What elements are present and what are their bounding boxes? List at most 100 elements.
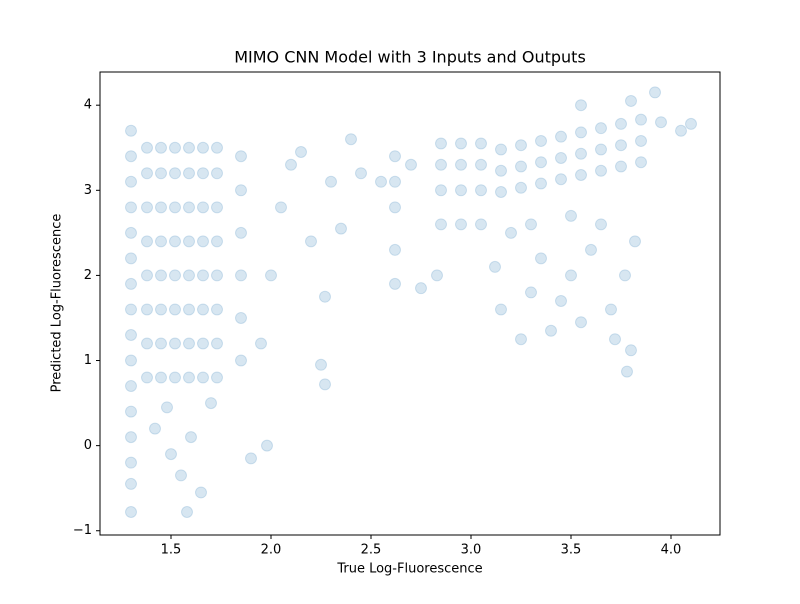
point: [155, 337, 167, 350]
point: [261, 439, 273, 452]
point: [141, 371, 153, 384]
point: [515, 333, 527, 346]
point: [605, 303, 617, 316]
y-tick-label: 4: [84, 98, 92, 113]
point: [625, 344, 637, 357]
point: [525, 218, 537, 231]
x-tick-label: 2.5: [361, 543, 382, 558]
point: [125, 150, 137, 163]
point: [565, 269, 577, 282]
point: [125, 354, 137, 367]
point: [389, 243, 401, 256]
point: [169, 269, 181, 282]
point: [495, 186, 507, 199]
point: [125, 303, 137, 316]
x-tick-label: 4.0: [661, 543, 682, 558]
point: [125, 380, 137, 393]
point: [315, 358, 327, 371]
point: [235, 150, 247, 163]
point: [575, 168, 587, 181]
point: [155, 201, 167, 214]
point: [197, 141, 209, 154]
point: [195, 486, 207, 499]
point: [555, 173, 567, 186]
point: [197, 201, 209, 214]
point: [505, 226, 517, 239]
point: [149, 422, 161, 435]
point: [595, 122, 607, 135]
point: [211, 201, 223, 214]
point: [125, 405, 137, 418]
point: [555, 294, 567, 307]
point: [141, 337, 153, 350]
point: [525, 286, 537, 299]
point: [585, 243, 597, 256]
x-tick-label: 3.0: [461, 543, 482, 558]
point: [141, 201, 153, 214]
point: [125, 252, 137, 265]
point: [535, 252, 547, 265]
point: [155, 235, 167, 248]
point: [475, 137, 487, 150]
point: [415, 282, 427, 295]
y-tick-label: 0: [84, 438, 92, 453]
point: [125, 477, 137, 490]
point: [141, 235, 153, 248]
point: [169, 235, 181, 248]
y-tick-label: −1: [73, 523, 92, 538]
point: [211, 269, 223, 282]
point: [197, 269, 209, 282]
point: [125, 431, 137, 444]
point: [435, 158, 447, 171]
point: [685, 117, 697, 130]
point: [165, 448, 177, 461]
y-tick-label: 1: [84, 353, 92, 368]
point: [211, 167, 223, 180]
point: [615, 139, 627, 152]
point: [575, 126, 587, 139]
point: [197, 371, 209, 384]
point: [141, 269, 153, 282]
point: [405, 158, 417, 171]
point: [141, 141, 153, 154]
point: [205, 397, 217, 410]
y-tick-label: 3: [84, 183, 92, 198]
y-tick-label: 2: [84, 268, 92, 283]
point: [515, 181, 527, 194]
point: [455, 158, 467, 171]
point: [183, 269, 195, 282]
x-tick-label: 2.0: [261, 543, 282, 558]
point: [389, 201, 401, 214]
point: [155, 141, 167, 154]
point: [545, 324, 557, 337]
x-axis-label: True Log-Fluorescence: [336, 562, 482, 577]
point: [125, 277, 137, 290]
point: [489, 260, 501, 273]
point: [635, 113, 647, 126]
point: [455, 218, 467, 231]
point: [619, 269, 631, 282]
point: [495, 303, 507, 316]
point: [169, 303, 181, 316]
point: [141, 303, 153, 316]
point: [183, 235, 195, 248]
point: [155, 269, 167, 282]
point: [211, 371, 223, 384]
point: [211, 337, 223, 350]
point: [155, 303, 167, 316]
point: [475, 184, 487, 197]
point: [555, 130, 567, 143]
point: [235, 226, 247, 239]
point: [535, 156, 547, 169]
point: [575, 99, 587, 112]
point: [125, 456, 137, 469]
x-tick-label: 1.5: [161, 543, 182, 558]
point: [635, 134, 647, 147]
point: [495, 164, 507, 177]
point: [389, 150, 401, 163]
point: [169, 201, 181, 214]
point: [125, 124, 137, 137]
